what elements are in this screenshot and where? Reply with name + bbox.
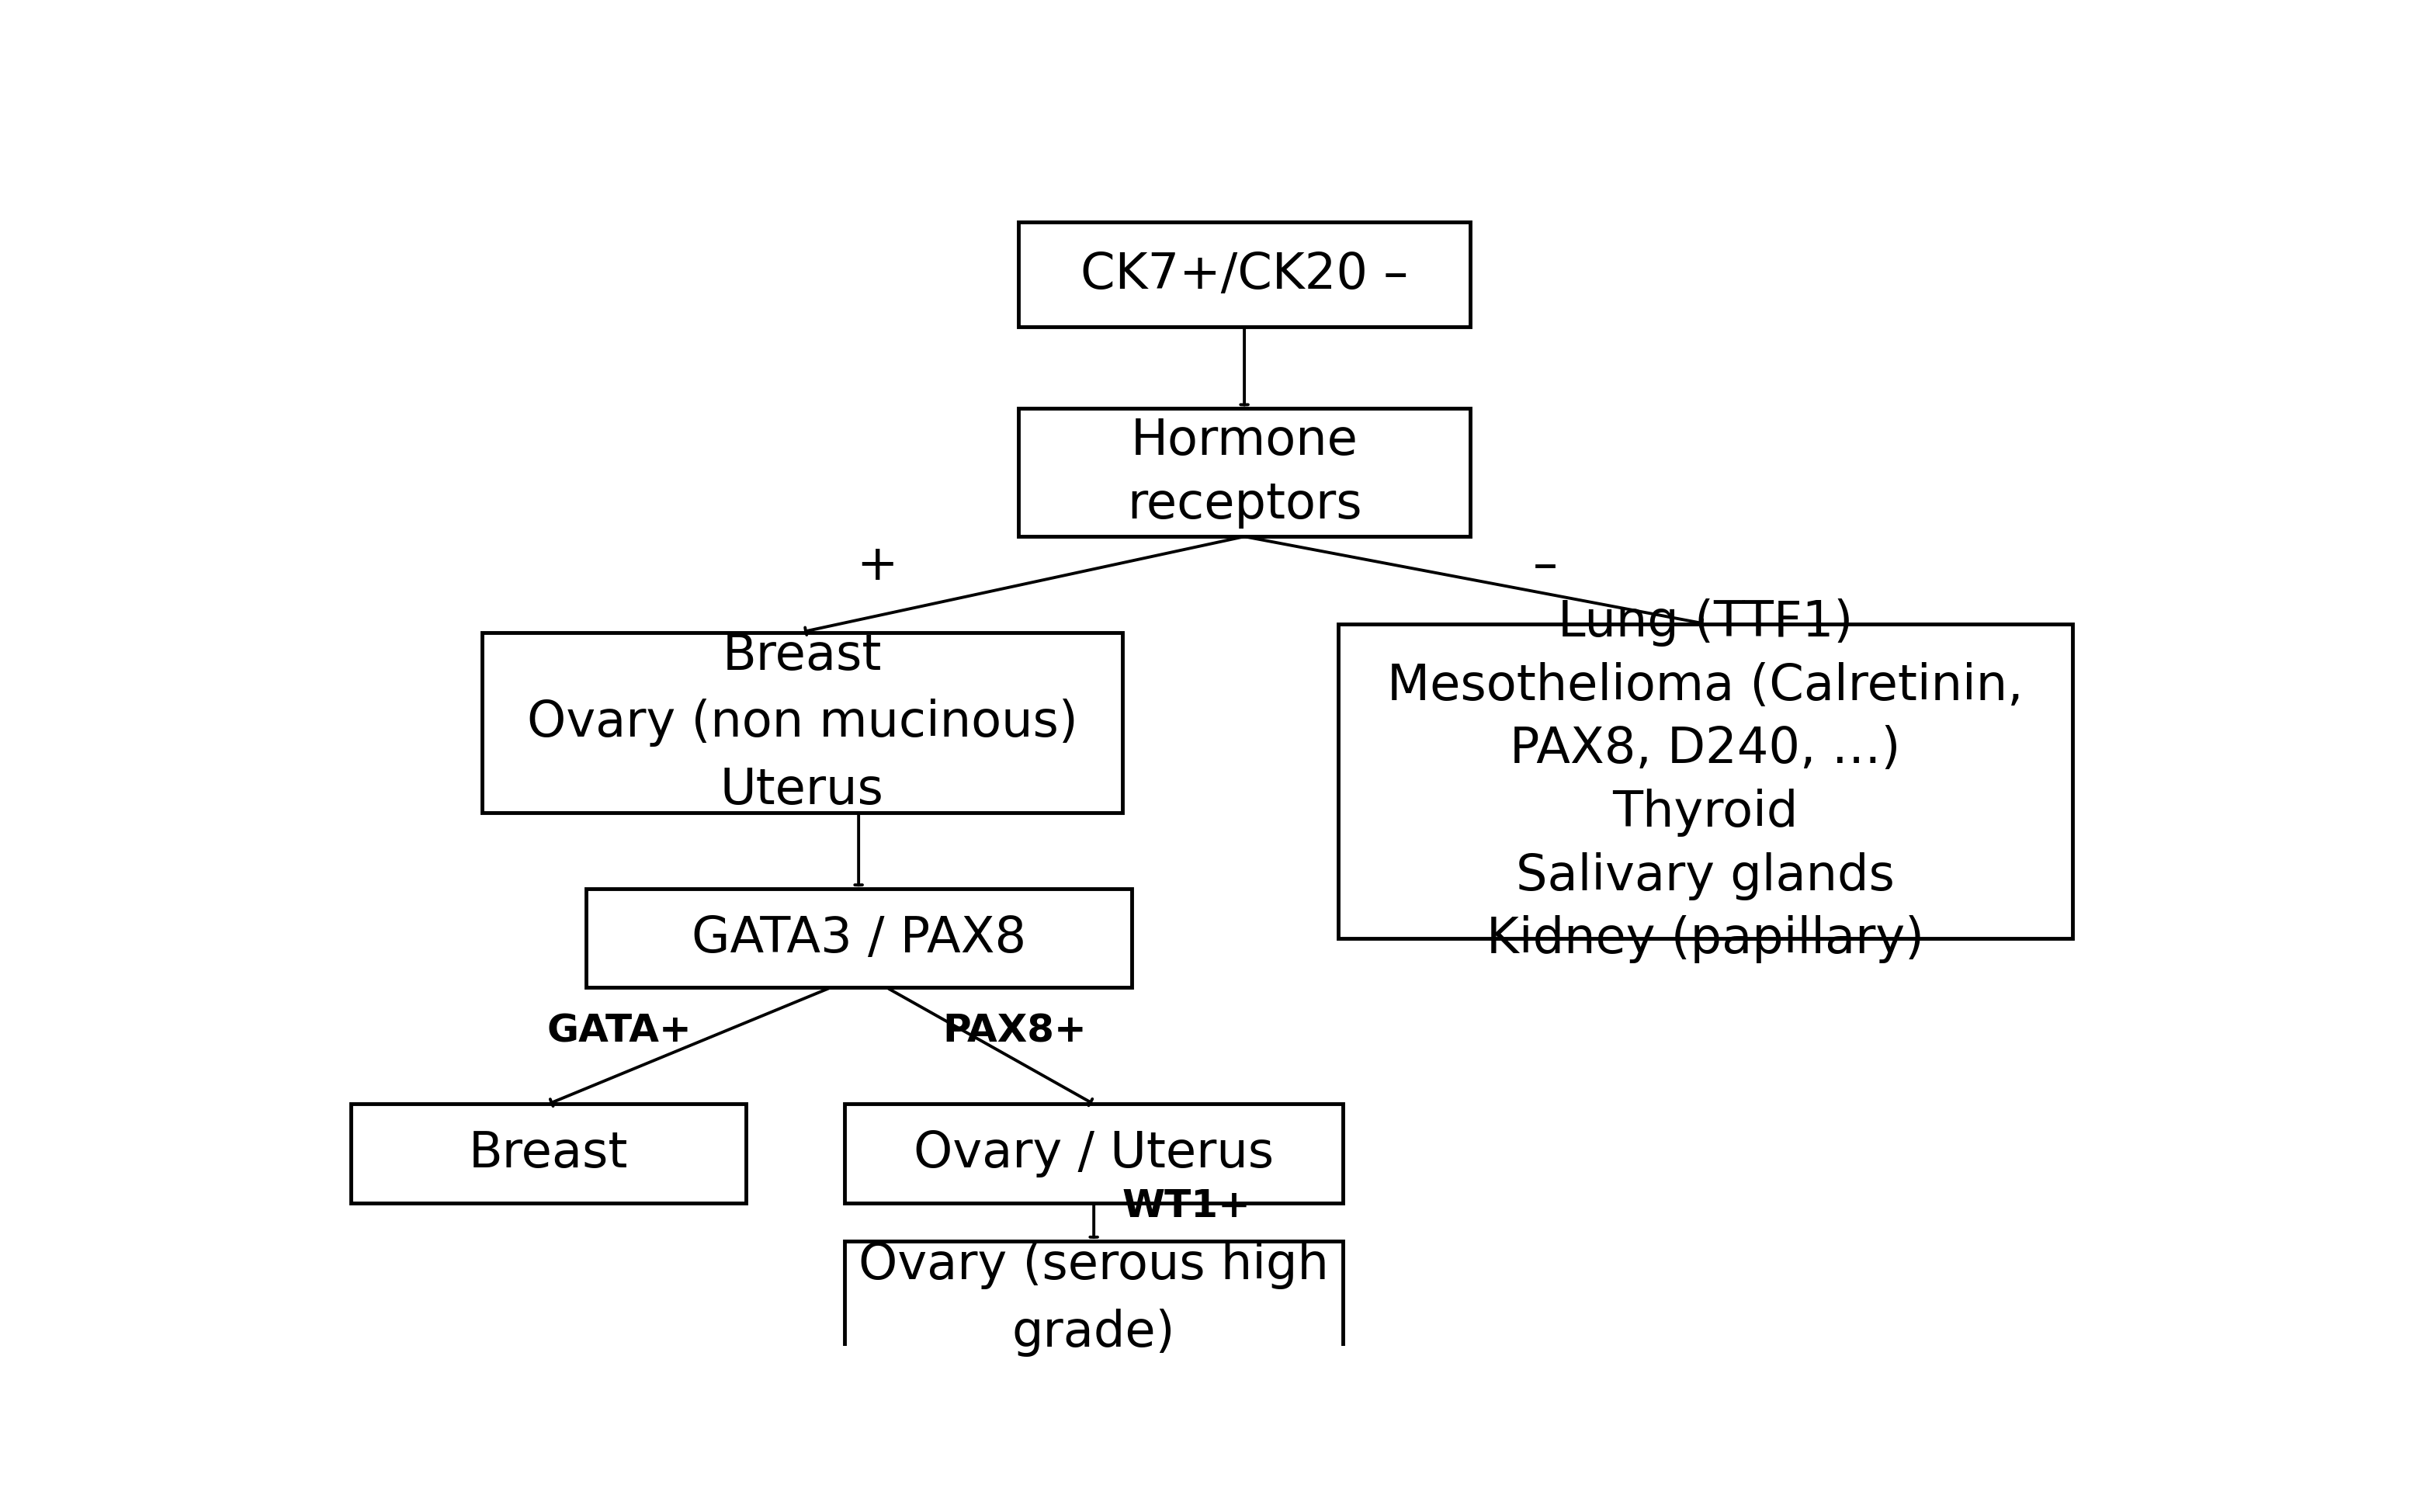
FancyBboxPatch shape	[1338, 624, 2074, 937]
Text: GATA3 / PAX8: GATA3 / PAX8	[692, 915, 1027, 962]
FancyBboxPatch shape	[1020, 222, 1471, 327]
Text: –: –	[1532, 541, 1559, 590]
Text: Ovary / Uterus: Ovary / Uterus	[913, 1129, 1275, 1178]
FancyBboxPatch shape	[585, 889, 1131, 987]
FancyBboxPatch shape	[483, 632, 1122, 813]
Text: GATA+: GATA+	[546, 1013, 692, 1049]
Text: Breast: Breast	[469, 1129, 629, 1178]
Text: WT1+: WT1+	[1122, 1187, 1250, 1225]
Text: Lung (TTF1)
Mesothelioma (Calretinin,
PAX8, D240, …)
Thyroid
Salivary glands
Kid: Lung (TTF1) Mesothelioma (Calretinin, PA…	[1386, 599, 2023, 963]
Text: Breast
Ovary (non mucinous)
Uterus: Breast Ovary (non mucinous) Uterus	[527, 632, 1078, 813]
FancyBboxPatch shape	[1020, 408, 1471, 537]
Text: PAX8+: PAX8+	[942, 1013, 1088, 1049]
FancyBboxPatch shape	[350, 1104, 745, 1204]
Text: Ovary (serous high
grade): Ovary (serous high grade)	[860, 1241, 1328, 1356]
Text: CK7+/CK20 –: CK7+/CK20 –	[1080, 251, 1408, 299]
Text: Hormone
receptors: Hormone receptors	[1127, 417, 1362, 528]
FancyBboxPatch shape	[845, 1104, 1343, 1204]
Text: +: +	[857, 541, 898, 590]
FancyBboxPatch shape	[845, 1241, 1343, 1358]
